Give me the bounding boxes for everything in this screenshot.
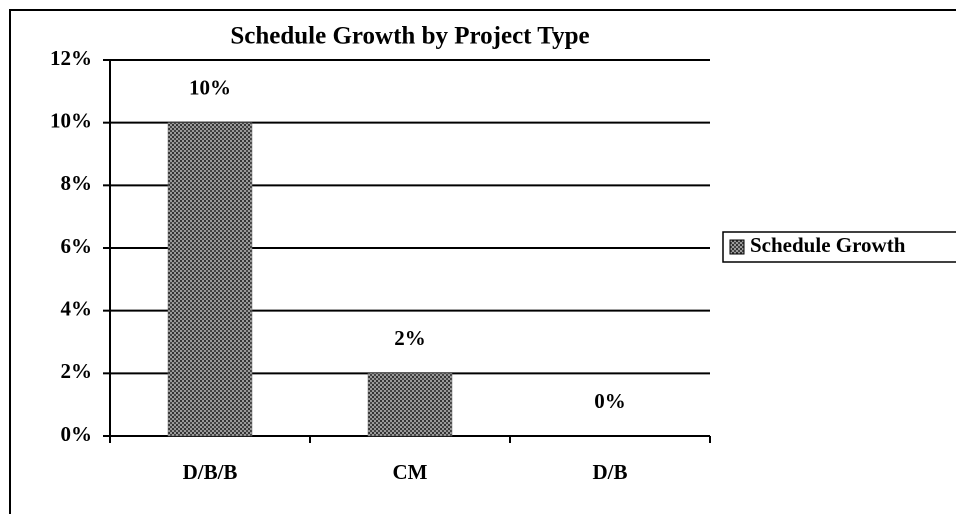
data-label: 0%: [594, 389, 626, 413]
y-tick-label: 8%: [61, 171, 93, 195]
y-tick-label: 6%: [61, 234, 93, 258]
bar: [367, 373, 453, 437]
y-tick-label: 4%: [61, 296, 93, 320]
data-label: 10%: [189, 75, 231, 99]
bar: [167, 122, 253, 437]
chart-frame: [9, 9, 956, 514]
chart-title: Schedule Growth by Project Type: [230, 23, 589, 50]
y-tick-label: 12%: [50, 46, 92, 70]
legend-swatch: [729, 239, 745, 255]
x-tick-label: CM: [393, 460, 428, 484]
x-tick-label: D/B: [592, 460, 627, 484]
x-tick-label: D/B/B: [183, 460, 238, 484]
legend-box: [722, 231, 956, 263]
y-tick-label: 10%: [50, 108, 92, 132]
data-label: 2%: [394, 326, 426, 350]
y-tick-label: 2%: [61, 359, 93, 383]
legend-label: Schedule Growth: [750, 233, 906, 257]
y-tick-label: 0%: [61, 422, 93, 446]
